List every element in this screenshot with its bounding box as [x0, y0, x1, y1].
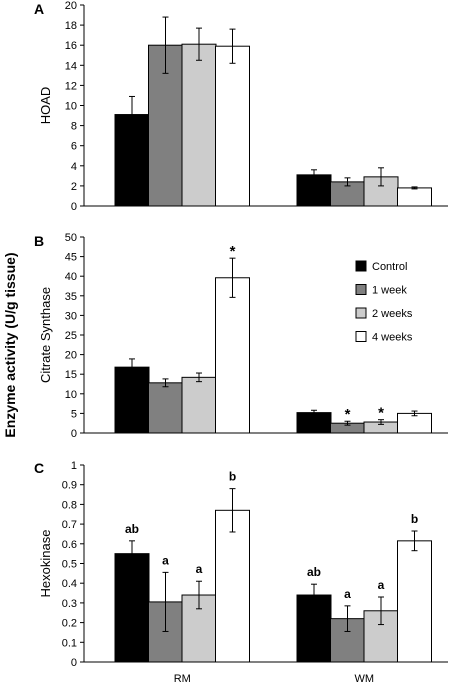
bar-a-rm-2 — [181, 43, 217, 207]
legend-label: Control — [372, 261, 407, 273]
letter-annotation: ab — [125, 522, 139, 536]
significance-marker: * — [230, 243, 236, 260]
y-tick-label: 0.4 — [62, 578, 77, 590]
y-tick-label: 0 — [71, 657, 77, 669]
y-tick-label: 25 — [65, 330, 77, 342]
y-tick-label: 14 — [65, 60, 77, 72]
y-tick-label: 50 — [65, 232, 77, 244]
x-category-label: RM — [174, 673, 191, 685]
bar-b-rm-1 — [148, 382, 183, 434]
letter-annotation: a — [162, 553, 169, 567]
letter-annotation: a — [344, 587, 351, 601]
panel-letter: C — [34, 460, 44, 476]
y-tick-label: 20 — [65, 350, 77, 362]
legend-label: 1 week — [372, 285, 407, 297]
y-tick-label: 12 — [65, 80, 77, 92]
y-tick-label: 8 — [71, 121, 77, 133]
y-tick-label: 6 — [71, 141, 77, 153]
y-tick-label: 0 — [71, 428, 77, 440]
y-tick-label: 0.7 — [62, 519, 77, 531]
bar-a-wm-3 — [397, 187, 432, 207]
y-axis-title: HOAD — [38, 87, 53, 125]
bar-c-wm-3 — [397, 540, 432, 663]
y-tick-label: 35 — [65, 291, 77, 303]
y-tick-label: 10 — [65, 389, 77, 401]
legend: Control 1 week 2 weeks 4 weeks — [355, 260, 413, 344]
legend-swatch — [355, 284, 367, 295]
letter-annotation: a — [196, 562, 203, 576]
y-tick-label: 0.3 — [62, 598, 77, 610]
legend-swatch — [355, 307, 367, 319]
panel-C: C Hexokinase 0 0.1 0.2 0.3 0.4 0.5 0.6 0.7 0.8 0.9 1… — [34, 460, 448, 669]
panel-letter: A — [34, 1, 44, 17]
significance-marker: * — [378, 405, 384, 422]
bar-b-wm-3 — [397, 412, 432, 434]
letter-annotation: a — [378, 578, 385, 592]
panel-B: B Citrate Synthase 0 5 10 15 20 25 30 35 40 45 50 * * * — [34, 232, 448, 440]
y-axis-title: Citrate Synthase — [38, 287, 53, 383]
panel-A: A HOAD 0 2 4 6 8 10 12 14 16 18 20 — [34, 0, 448, 213]
bar-b-rm-3 — [215, 277, 250, 434]
y-tick-label: 1 — [71, 460, 77, 472]
bar-b-rm-0 — [114, 366, 150, 434]
y-tick-label: 0.6 — [62, 539, 77, 551]
y-tick-label: 30 — [65, 310, 77, 322]
y-tick-label: 2 — [71, 181, 77, 193]
y-tick-label: 0.5 — [62, 559, 77, 571]
legend-swatch — [355, 331, 367, 342]
x-category-label: WM — [354, 673, 374, 685]
letter-annotation: ab — [307, 565, 321, 579]
bar-b-rm-2 — [181, 376, 217, 434]
letter-annotation: b — [411, 512, 418, 526]
y-axis-title: Hexokinase — [38, 530, 53, 598]
panel-letter: B — [34, 233, 44, 249]
y-tick-label: 15 — [65, 369, 77, 381]
y-tick-label: 18 — [65, 20, 77, 32]
y-tick-label: 0.9 — [62, 480, 77, 492]
letter-annotation: b — [229, 470, 236, 484]
y-tick-label: 0.1 — [62, 637, 77, 649]
significance-marker: * — [345, 406, 351, 423]
shared-y-axis-label: Enzyme activity (U/g tissue) — [2, 252, 18, 437]
bar-b-wm-0 — [296, 412, 332, 434]
y-tick-label: 0.8 — [62, 499, 77, 511]
legend-swatch — [355, 260, 367, 272]
y-tick-label: 16 — [65, 40, 77, 52]
y-tick-label: 10 — [65, 101, 77, 113]
bar-c-rm-3 — [215, 509, 250, 663]
legend-label: 4 weeks — [372, 332, 413, 344]
legend-label: 2 weeks — [372, 308, 413, 320]
y-tick-label: 4 — [71, 161, 77, 173]
y-tick-label: 45 — [65, 252, 77, 264]
bar-a-rm-3 — [215, 45, 250, 207]
y-tick-label: 0.2 — [62, 618, 77, 630]
y-tick-label: 0 — [71, 201, 77, 213]
y-tick-label: 5 — [71, 408, 77, 420]
y-tick-label: 20 — [65, 0, 77, 12]
y-tick-label: 40 — [65, 271, 77, 283]
bar-c-rm-0 — [114, 553, 150, 663]
